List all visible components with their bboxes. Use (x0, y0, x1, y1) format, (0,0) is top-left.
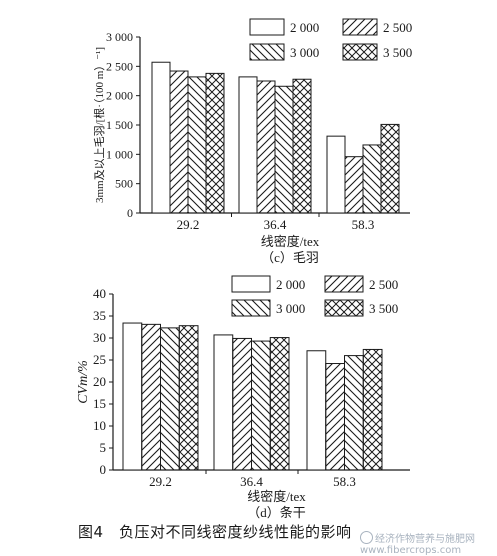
panel1-legend-label: 3 000 (276, 301, 305, 316)
panel0-y-tick-label: 2 000 (106, 89, 133, 103)
panel1-bar (344, 355, 364, 471)
hairiness-chart: 0 500 1 000 1 500 2 000 2 500 3 000 29.2 36.4 58.… (92, 18, 412, 265)
watermark: 经济作物营养与施肥网 www.fibercrops.com (360, 530, 497, 556)
panel0-legend-swatch (249, 43, 285, 61)
panel1-legend-label: 2 500 (369, 277, 398, 292)
panel0-bar (187, 76, 207, 214)
panel0-bar (292, 78, 312, 214)
panel0-bar (362, 144, 382, 214)
panel0-legend-label: 2 000 (290, 20, 319, 35)
watermark-text: 经济作物营养与施肥网 www.fibercrops.com (360, 534, 475, 556)
panel0-x-tick-label: 29.2 (177, 217, 200, 232)
panel1-bar (325, 363, 345, 471)
panel1-bar (122, 322, 143, 471)
panel0-y-tick-label: 2 500 (106, 59, 133, 73)
panel0-bar (274, 85, 294, 214)
panel1-legend-swatch (324, 299, 364, 317)
panel0-y-tick-label: 1 500 (106, 118, 133, 132)
panel0-bar (205, 72, 225, 214)
panel0-bar (238, 76, 258, 214)
panel0-legend-swatch (342, 43, 378, 61)
panel1-x-tick-label: 29.2 (149, 474, 172, 489)
panel1-bar (213, 334, 234, 471)
panel1-bar (251, 340, 271, 471)
panel0-bar (344, 156, 364, 214)
panel1-legend-swatch (231, 299, 271, 317)
panel0-y-tick-label: 3 000 (106, 30, 133, 44)
panel1-bar (306, 350, 327, 471)
panel0-y-axis-label: 3mm及以上毛羽/[根·（100 m）⁻¹] (92, 47, 106, 203)
watermark-logo-icon (360, 531, 373, 544)
panel1-x-axis-label: 线密度/tex (247, 489, 306, 504)
panel1-legend-swatch (231, 275, 271, 293)
panel1-bar (362, 348, 383, 471)
panel1-bar (269, 337, 290, 471)
panel0-bar (151, 61, 171, 214)
figure-caption: 图4 负压对不同线密度纱线性能的影响 (78, 523, 352, 541)
panel0-y-tick-label: 0 (127, 206, 133, 220)
panel0-bar (326, 135, 346, 214)
panel0-y-tick-label: 500 (115, 177, 133, 191)
panel0-legend-label: 3 500 (383, 45, 412, 60)
panel1-y-tick-label: 30 (93, 330, 106, 345)
panel0-legend-label: 2 500 (383, 20, 412, 35)
panel0-x-axis-label: 线密度/tex (261, 234, 320, 249)
panel1-x-tick-label: 36.4 (240, 474, 263, 489)
panel1-x-tick-label: 58.3 (333, 474, 356, 489)
panel1-y-tick-label: 10 (93, 418, 106, 433)
panel1-y-tick-label: 35 (93, 308, 106, 323)
panel1-y-tick-label: 15 (93, 396, 106, 411)
cvm-chart: 0 5 10 15 20 25 30 35 40 29.2 36.4 58.3 线密度/tex（d）条干… (76, 275, 410, 520)
panel1-bar (141, 323, 161, 471)
panel1-panel-label: （d）条干 (247, 505, 306, 520)
panel1-legend-label: 2 000 (276, 277, 305, 292)
panel0-x-tick-label: 36.4 (264, 217, 287, 232)
panel0-y-tick-label: 1 000 (106, 147, 133, 161)
panel1-legend-swatch (324, 275, 364, 293)
panel1-bar (178, 325, 199, 471)
panel1-y-tick-label: 40 (93, 286, 106, 301)
panel1-bar (160, 327, 180, 471)
panel1-y-tick-label: 25 (93, 352, 106, 367)
panel1-legend-label: 3 500 (369, 301, 398, 316)
panel1-bar (232, 337, 252, 471)
panel0-bar (380, 123, 400, 214)
panel0-x-tick-label: 58.3 (352, 217, 375, 232)
panel0-bar (256, 80, 276, 214)
panel0-legend-label: 3 000 (290, 45, 319, 60)
panel0-legend-swatch (249, 18, 285, 36)
panel1-y-axis-label: CVm/% (76, 360, 91, 404)
panel0-panel-label: （c）毛羽 (261, 250, 319, 265)
panel0-bar (169, 70, 189, 214)
panel1-y-tick-label: 20 (93, 374, 106, 389)
panel1-y-tick-label: 0 (100, 462, 107, 477)
panel0-legend-swatch (342, 18, 378, 36)
panel1-y-tick-label: 5 (100, 440, 107, 455)
